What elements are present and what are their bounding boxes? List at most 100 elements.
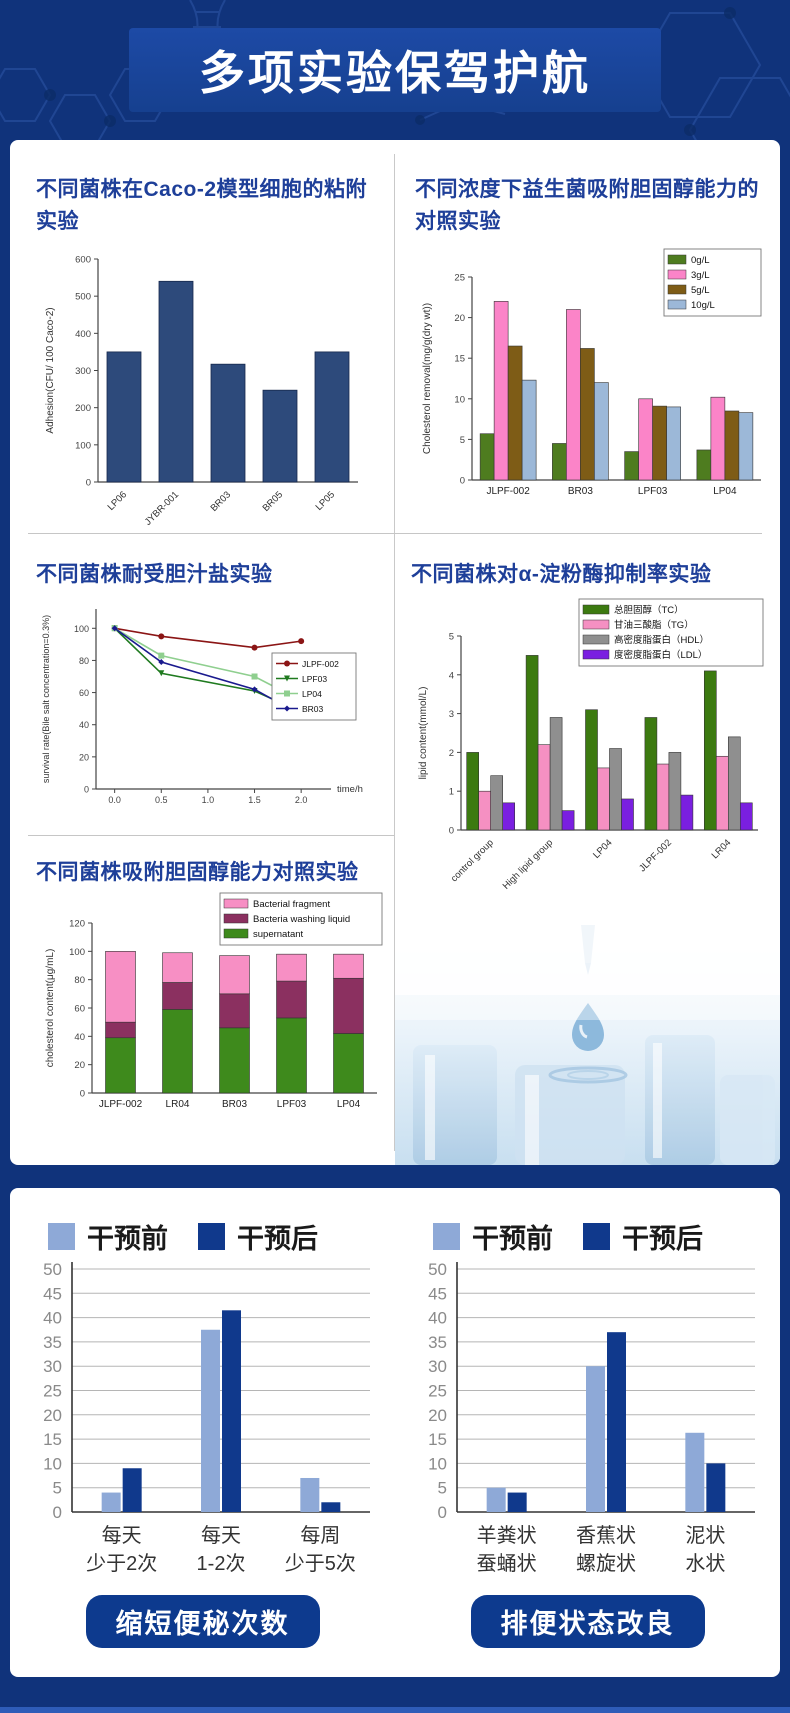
title-banner: 多项实验保驾护航 [129, 28, 661, 112]
bar [703, 670, 717, 830]
bar-after [706, 1463, 726, 1512]
svg-text:10: 10 [43, 1454, 62, 1473]
svg-text:JLPF-002: JLPF-002 [99, 1099, 143, 1110]
bar-before [486, 1487, 506, 1512]
bar [210, 363, 246, 483]
divider [394, 154, 395, 1151]
bar [715, 755, 729, 830]
svg-text:0: 0 [438, 1503, 447, 1522]
svg-text:60: 60 [79, 688, 89, 698]
bar [479, 433, 495, 481]
svg-text:5: 5 [460, 435, 465, 446]
svg-text:0: 0 [53, 1503, 62, 1522]
svg-text:螺旋状: 螺旋状 [576, 1552, 636, 1575]
svg-text:80: 80 [74, 975, 85, 986]
svg-text:400: 400 [75, 329, 91, 340]
bar [739, 802, 753, 830]
svg-text:BR03: BR03 [568, 486, 593, 497]
svg-text:20: 20 [79, 752, 89, 762]
svg-text:cholesterol content(μg/mL): cholesterol content(μg/mL) [45, 948, 56, 1067]
svg-text:LP06: LP06 [106, 489, 129, 512]
svg-text:甘油三酸脂（TG）: 甘油三酸脂（TG） [614, 619, 694, 631]
svg-text:羊粪状: 羊粪状 [477, 1524, 537, 1547]
svg-text:Bacteria washing liquid: Bacteria washing liquid [253, 914, 350, 925]
bar [502, 802, 515, 830]
bar [507, 345, 523, 481]
legend-swatch-before [48, 1222, 75, 1250]
chart-legend [578, 598, 764, 666]
bar [478, 790, 491, 830]
bar-before [586, 1366, 605, 1512]
svg-text:JLPF-002: JLPF-002 [486, 486, 530, 497]
svg-text:1.5: 1.5 [248, 795, 261, 805]
bar [561, 809, 575, 830]
bar [158, 280, 194, 483]
intervention-card: 干预前 干预后 0 5 10 15 20 25 30 35 40 45 50 每天 少于2次 每天 1-2次… [10, 1188, 780, 1677]
svg-text:500: 500 [75, 292, 91, 303]
page-header: 多项实验保驾护航 [0, 0, 790, 140]
stack-segment [276, 953, 307, 981]
experiments-card: 不同菌株在Caco-2模型细胞的粘附实验 0 100 200 300 400 500 600… [10, 140, 780, 1165]
svg-text:4: 4 [449, 670, 454, 681]
svg-text:每天: 每天 [201, 1524, 241, 1547]
svg-text:每天: 每天 [102, 1524, 142, 1547]
svg-text:BR03: BR03 [222, 1099, 247, 1110]
stool-panel: 干预前 干预后 0 5 10 15 20 25 30 35 40 45 50 羊粪状 蚕蛹状 香蕉状 螺旋状… [395, 1188, 780, 1677]
bar-after [222, 1310, 241, 1512]
svg-text:Cholesterol removal(mg/g(dry w: Cholesterol removal(mg/g(dry wt)) [422, 303, 433, 454]
svg-text:40: 40 [74, 1031, 85, 1042]
legend-label-after: 干预后 [622, 1223, 703, 1254]
svg-text:25: 25 [454, 273, 465, 284]
svg-text:0: 0 [86, 478, 91, 489]
bar [106, 351, 142, 483]
svg-text:5: 5 [449, 631, 454, 642]
page-title: 多项实验保驾护航 [199, 47, 591, 99]
line-series [114, 626, 302, 648]
bar [727, 736, 741, 830]
svg-text:香蕉状: 香蕉状 [576, 1524, 636, 1547]
bar [668, 751, 682, 830]
svg-text:10: 10 [454, 394, 465, 405]
lipid-chart-title: 不同菌株对α-淀粉酶抑制率实验 [411, 563, 712, 586]
bar [580, 348, 595, 481]
svg-text:40: 40 [428, 1309, 447, 1328]
bar [696, 449, 712, 481]
bar [493, 301, 509, 481]
adhesion-section: 不同菌株在Caco-2模型细胞的粘附实验 0 100 200 300 400 500 600… [10, 140, 394, 533]
svg-text:45: 45 [428, 1284, 447, 1303]
legend-swatch-after [198, 1222, 225, 1250]
svg-text:0: 0 [80, 1088, 85, 1099]
stack-segment [333, 1032, 364, 1093]
stack-segment [333, 977, 364, 1034]
svg-text:20: 20 [454, 313, 465, 324]
svg-text:5: 5 [438, 1479, 447, 1498]
svg-text:每周: 每周 [300, 1524, 340, 1547]
svg-text:25: 25 [43, 1382, 62, 1401]
svg-text:20: 20 [43, 1406, 62, 1425]
lipid-section: 不同菌株对α-淀粉酶抑制率实验 0 1 2 3 4 5 control group High … [395, 533, 780, 925]
svg-text:3g/L: 3g/L [691, 270, 710, 281]
svg-text:LPF03: LPF03 [277, 1099, 307, 1110]
cholesterol-content-chart: 0 20 40 60 80 100 120 JLPF-002 LR04 BR03 LPF03 LP04… [45, 892, 383, 1110]
legend-swatch-before [433, 1222, 460, 1250]
bar-before [201, 1329, 220, 1512]
adhesion-chart-title: 不同菌株在Caco-2模型细胞的粘附实验 [36, 178, 368, 233]
constipation-panel: 干预前 干预后 0 5 10 15 20 25 30 35 40 45 50 每天 少于2次 每天 1-2次… [10, 1188, 395, 1677]
cholesterol-removal-section: 不同浓度下益生菌吸附胆固醇能力的对照实验 0 5 10 15 20 25 JLPF-002 B… [395, 140, 780, 533]
svg-text:少于2次: 少于2次 [86, 1552, 157, 1575]
svg-text:少于5次: 少于5次 [285, 1552, 356, 1575]
bar-before [101, 1492, 121, 1512]
svg-text:35: 35 [428, 1333, 447, 1352]
stool-caption-badge: 排便状态改良 [470, 1595, 705, 1648]
svg-text:60: 60 [74, 1003, 85, 1014]
bar [525, 654, 539, 830]
stack-segment [162, 951, 193, 983]
svg-text:80: 80 [79, 655, 89, 665]
bar [738, 412, 754, 481]
bar [656, 763, 670, 830]
bar [609, 747, 622, 830]
bar [585, 708, 598, 830]
svg-text:50: 50 [428, 1260, 447, 1279]
svg-text:LP04: LP04 [591, 837, 614, 860]
